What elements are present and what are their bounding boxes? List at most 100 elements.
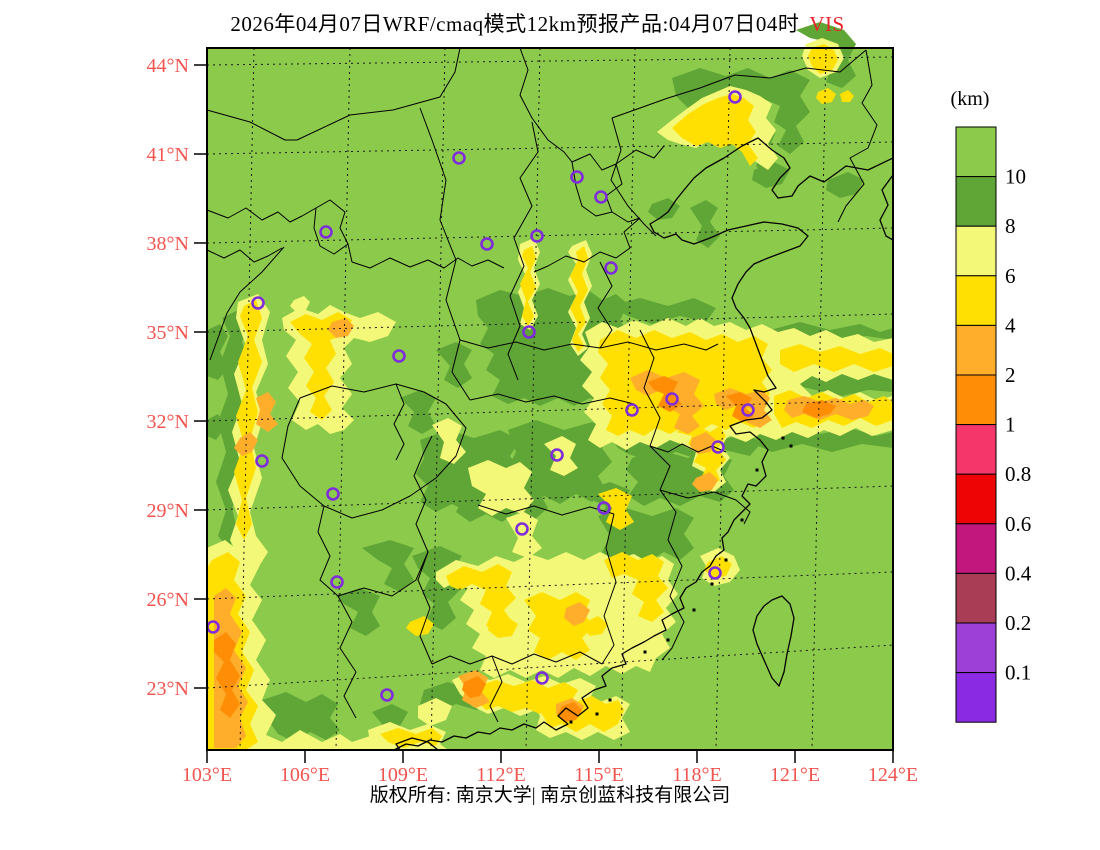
legend-color-box	[955, 126, 997, 178]
city-marker	[711, 440, 725, 454]
city-marker	[665, 392, 679, 406]
parallel-gridline	[206, 141, 894, 155]
contour-region	[826, 172, 864, 198]
islet-dot	[710, 582, 714, 586]
city-marker	[741, 403, 755, 417]
lon-tick-label: 121°E	[770, 764, 820, 786]
parallel-gridline	[206, 313, 894, 333]
lon-tick-label: 118°E	[672, 764, 721, 786]
lat-tick-label: 26°N	[147, 589, 189, 611]
city-marker	[326, 487, 340, 501]
city-marker	[522, 325, 536, 339]
province-border	[519, 47, 573, 163]
legend-value-label: 10	[1005, 165, 1026, 189]
page-title: 2026年04月07日WRF/cmaq模式12km预报产品:04月07日04时 V…	[0, 8, 1075, 38]
contour-region	[234, 300, 262, 540]
province-border	[507, 121, 539, 381]
province-borders	[206, 47, 878, 723]
colorbar-legend: (km) 10 8 6 4 2 1 0.8 0.6 0.4 0.2 0.1	[951, 88, 1032, 723]
city-marker	[594, 190, 608, 204]
legend-color-box	[955, 275, 997, 326]
contour-region	[336, 588, 380, 636]
title-variable-tag: VIS	[809, 12, 845, 36]
contour-region	[468, 460, 534, 516]
province-border	[281, 383, 467, 519]
islet-dot	[755, 468, 759, 472]
contour-region	[690, 432, 716, 454]
contour-region	[672, 94, 758, 166]
province-border	[611, 49, 867, 119]
city-marker	[480, 237, 494, 251]
islet-dot	[724, 558, 728, 562]
lat-tick-label: 44°N	[147, 55, 189, 77]
province-border	[206, 207, 317, 223]
parallel-gridline	[206, 485, 894, 511]
lon-tick-label: 109°E	[378, 764, 428, 786]
contour-region	[520, 246, 536, 326]
province-border	[413, 435, 433, 665]
province-border	[489, 655, 503, 723]
contour-region	[610, 298, 716, 324]
coastline-layer	[393, 137, 894, 751]
parallel-gridline	[206, 227, 894, 244]
legend-value-label: 8	[1005, 214, 1016, 238]
province-border	[611, 211, 641, 223]
map-border	[206, 47, 894, 751]
province-border	[431, 651, 603, 665]
contour-region	[290, 312, 352, 420]
legend-value-label: 0.1	[1005, 661, 1031, 685]
islet-dot	[643, 650, 647, 654]
city-marker	[708, 566, 722, 580]
legend-unit-label: (km)	[951, 88, 990, 110]
contour-region	[207, 414, 226, 440]
contour-region	[406, 616, 434, 636]
province-border	[601, 513, 617, 665]
contour-region	[840, 90, 854, 102]
city-marker	[380, 688, 394, 702]
lat-tick-label: 35°N	[147, 322, 189, 344]
contour-region	[604, 552, 668, 622]
legend-color-box	[955, 622, 997, 674]
province-border	[659, 489, 751, 525]
lon-tick-label: 103°E	[182, 764, 232, 786]
city-marker	[452, 151, 466, 165]
province-border	[347, 243, 353, 263]
city-marker	[251, 296, 265, 310]
contour-region	[816, 88, 836, 104]
legend-color-box	[955, 225, 997, 277]
parallel-gridline	[206, 571, 894, 600]
islet-dot	[569, 720, 573, 724]
province-border	[597, 261, 613, 349]
latlon-gridlines	[206, 47, 894, 751]
contour-region	[462, 676, 486, 698]
lon-tick-label: 124°E	[868, 764, 918, 786]
contour-region	[808, 44, 838, 74]
legend-value-label: 4	[1005, 313, 1016, 337]
contour-region	[214, 632, 240, 718]
coastline	[393, 137, 894, 751]
legend-color-box	[955, 523, 997, 574]
province-border	[639, 329, 671, 491]
contour-region	[418, 698, 452, 726]
city-marker	[728, 90, 742, 104]
lat-tick-label: 41°N	[147, 144, 189, 166]
legend-color-box	[955, 424, 997, 475]
lon-tick-label: 112°E	[476, 764, 525, 786]
contour-region	[672, 68, 810, 154]
city-marker	[625, 403, 639, 417]
islet-dot	[781, 436, 785, 440]
province-border	[477, 504, 615, 516]
city-marker	[530, 229, 544, 243]
axis-ticks-and-labels: 44°N 41°N 38°N 35°N 32°N 29°N 26°N 23°N 103°E 106…	[147, 55, 919, 786]
lat-tick-label: 32°N	[147, 411, 189, 433]
title-main: 2026年04月07日WRF/cmaq模式12km预报产品:04月07日04时	[230, 12, 800, 36]
contour-region	[558, 702, 582, 722]
province-border	[659, 489, 685, 661]
islet-dot	[595, 712, 599, 716]
legend-value-label: 0.6	[1005, 512, 1031, 536]
city-marker	[392, 349, 406, 363]
province-border	[469, 393, 635, 405]
city-marker	[550, 448, 564, 462]
